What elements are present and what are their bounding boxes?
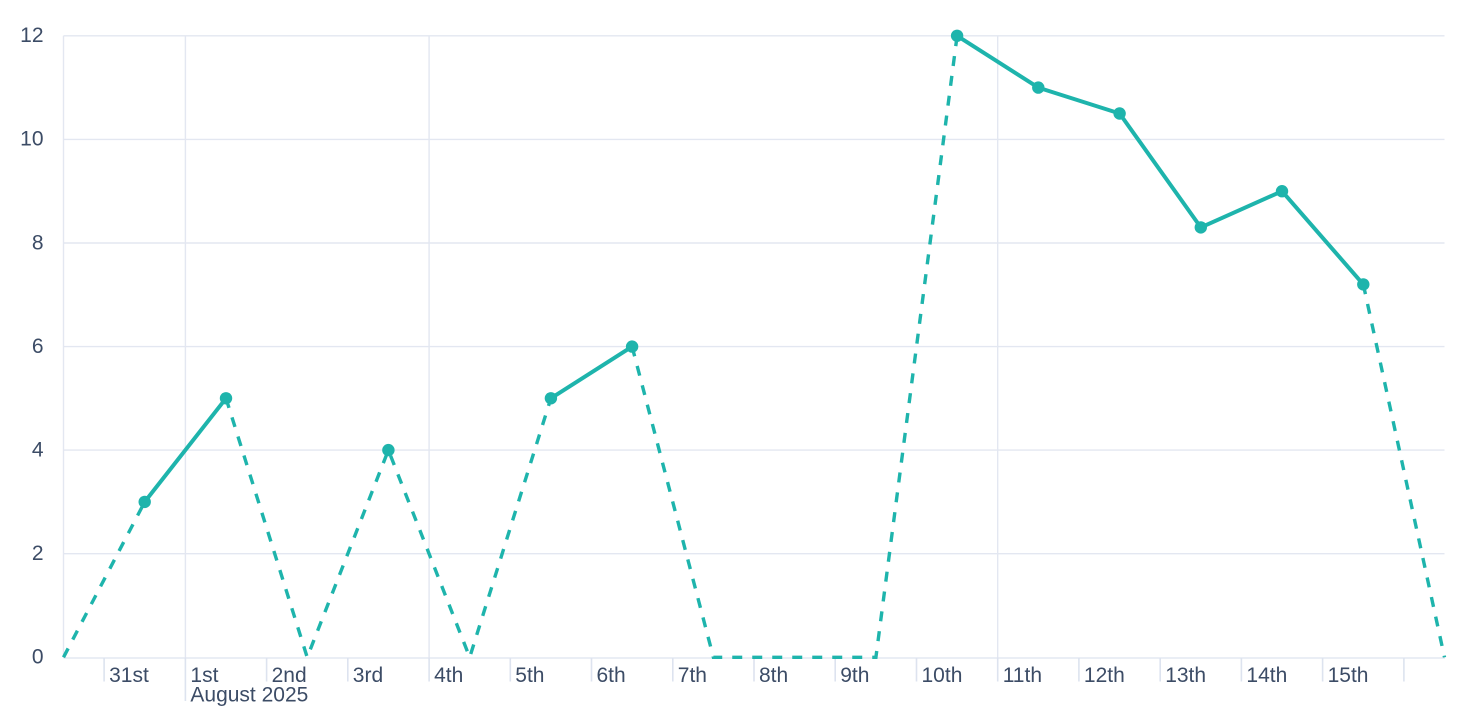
svg-text:5th: 5th bbox=[515, 664, 544, 687]
svg-text:12th: 12th bbox=[1084, 664, 1125, 687]
svg-text:4: 4 bbox=[32, 438, 44, 461]
svg-text:9th: 9th bbox=[840, 664, 869, 687]
svg-text:6: 6 bbox=[32, 335, 44, 358]
svg-text:10: 10 bbox=[20, 128, 43, 151]
svg-text:11th: 11th bbox=[1003, 664, 1042, 687]
svg-text:0: 0 bbox=[32, 646, 44, 669]
svg-text:31st: 31st bbox=[109, 664, 149, 687]
svg-text:6th: 6th bbox=[597, 664, 626, 687]
svg-text:8: 8 bbox=[32, 231, 44, 254]
svg-text:2: 2 bbox=[32, 542, 44, 565]
svg-text:4th: 4th bbox=[434, 664, 463, 687]
svg-text:2nd: 2nd bbox=[272, 664, 307, 687]
svg-text:8th: 8th bbox=[759, 664, 788, 687]
svg-text:15th: 15th bbox=[1328, 664, 1369, 687]
svg-text:August 2025: August 2025 bbox=[190, 684, 308, 707]
svg-text:14th: 14th bbox=[1246, 664, 1287, 687]
svg-text:1st: 1st bbox=[190, 664, 218, 687]
svg-text:10th: 10th bbox=[922, 664, 963, 687]
svg-text:3rd: 3rd bbox=[353, 664, 383, 687]
svg-text:13th: 13th bbox=[1165, 664, 1206, 687]
svg-text:7th: 7th bbox=[678, 664, 707, 687]
svg-text:12: 12 bbox=[20, 24, 43, 47]
